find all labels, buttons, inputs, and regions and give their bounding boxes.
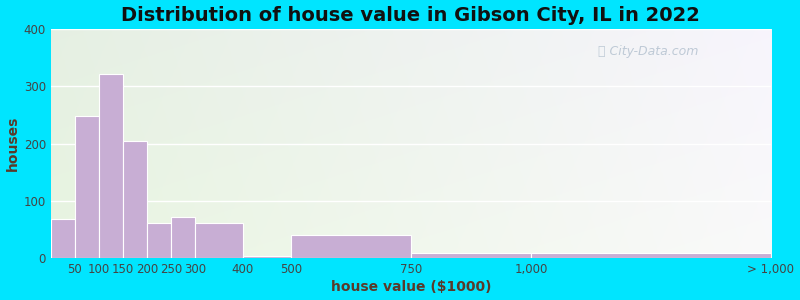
Title: Distribution of house value in Gibson City, IL in 2022: Distribution of house value in Gibson Ci… (122, 6, 700, 25)
Bar (243, 256, 291, 258)
Bar (171, 217, 195, 258)
Y-axis label: houses: houses (6, 116, 19, 171)
Bar (51, 219, 75, 258)
Bar (195, 223, 243, 258)
Bar (99, 74, 123, 258)
Bar (531, 253, 771, 258)
Bar (147, 223, 171, 258)
Bar (411, 253, 531, 258)
Bar (123, 141, 147, 258)
X-axis label: house value ($1000): house value ($1000) (330, 280, 491, 294)
Bar (291, 236, 411, 258)
Text: Ⓞ City-Data.com: Ⓞ City-Data.com (598, 45, 698, 58)
Bar (75, 116, 99, 258)
